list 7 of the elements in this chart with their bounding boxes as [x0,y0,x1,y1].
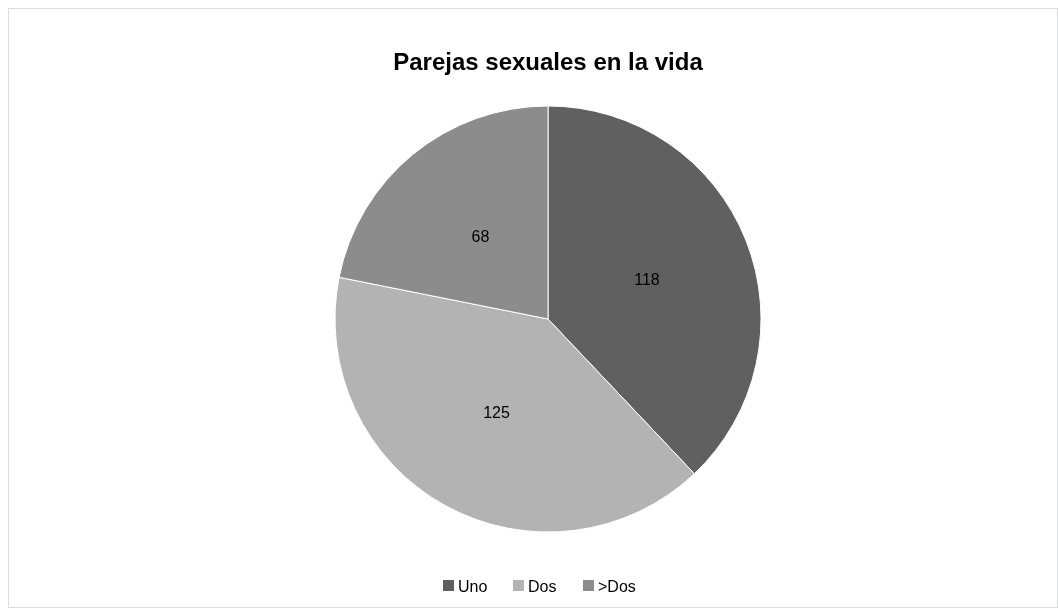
data-label: 68 [471,228,490,246]
data-label: 125 [483,403,510,421]
legend-label: >Dos [598,577,636,595]
data-label: 118 [634,271,660,289]
chart-title: Parejas sexuales en la vida [393,48,704,75]
legend-label: Dos [528,577,557,595]
legend-label: Uno [458,577,488,595]
